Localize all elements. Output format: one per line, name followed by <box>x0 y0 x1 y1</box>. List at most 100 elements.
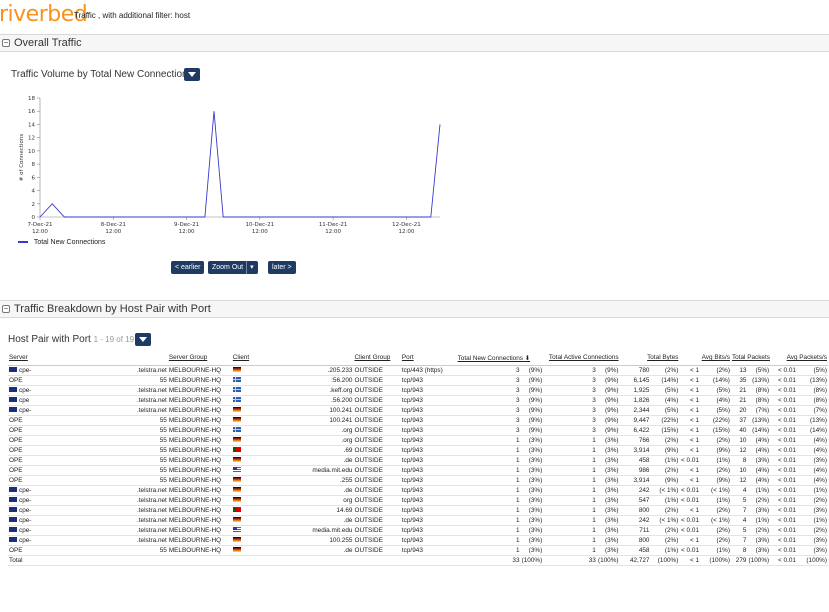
server-cell[interactable]: OPE 55 <box>8 375 168 386</box>
table-row[interactable]: cpe- .telstra.net MELBOURNE-HQ 100.255 OUTSI… <box>8 535 828 546</box>
table-row[interactable]: OPE 55 MELBOURNE-HQ .de OUTSIDE tcp/943 1 (3%) 1… <box>8 455 828 466</box>
cell-cli[interactable]: .255 <box>231 475 354 486</box>
table-row[interactable]: cpe- .telstra.net MELBOURNE-HQ .de OUTSIDE tc… <box>8 515 828 526</box>
cell-cgroup[interactable]: OUTSIDE <box>353 535 401 546</box>
table-row[interactable]: OPE 55 MELBOURNE-HQ .de OUTSIDE tcp/943 1 (3%) 1… <box>8 545 828 556</box>
cell-cgroup[interactable]: OUTSIDE <box>353 365 401 376</box>
earlier-button[interactable]: < earlier <box>171 261 205 274</box>
table-row[interactable]: cpe- .telstra.net MELBOURNE-HQ 100.241 OUTSI… <box>8 405 828 416</box>
table-row[interactable]: OPE 55 MELBOURNE-HQ .org OUTSIDE tcp/943 3 (9%)… <box>8 425 828 436</box>
server-cell[interactable]: cpe- .telstra.net <box>8 365 168 376</box>
table-row[interactable]: OPE 55 MELBOURNE-HQ 100.241 OUTSIDE tcp/943 3(… <box>8 415 828 426</box>
cell-port[interactable]: tcp/943 <box>400 415 457 426</box>
cell-cgroup[interactable]: OUTSIDE <box>353 445 401 456</box>
col-server[interactable]: Server <box>8 351 168 366</box>
cell-cgroup[interactable]: OUTSIDE <box>353 515 401 526</box>
cell-port[interactable]: tcp/943 <box>400 515 457 526</box>
cell-sgroup[interactable]: MELBOURNE-HQ <box>167 535 232 546</box>
table-row[interactable]: OPE 55 MELBOURNE-HQ .org OUTSIDE tcp/943 1 (3%)… <box>8 435 828 446</box>
riverbed-logo[interactable]: riverbed <box>0 2 88 27</box>
cell-cgroup[interactable]: OUTSIDE <box>353 475 401 486</box>
overall-traffic-section-header[interactable]: − Overall Traffic <box>0 34 829 52</box>
cell-cgroup[interactable]: OUTSIDE <box>353 425 401 436</box>
server-cell[interactable]: cpe .telstra.net <box>8 395 168 406</box>
cell-cgroup[interactable]: OUTSIDE <box>353 395 401 406</box>
table-row[interactable]: OPE 55 MELBOURNE-HQ .69 OUTSIDE tcp/943 1 (3%) 1… <box>8 445 828 456</box>
cell-port[interactable]: tcp/943 <box>400 545 457 556</box>
cell-cli[interactable]: .org <box>231 435 354 446</box>
server-cell[interactable]: cpe- .telstra.net <box>8 525 168 536</box>
col-client-group[interactable]: Client Group <box>353 351 401 366</box>
server-cell[interactable]: cpe- .telstra.net <box>8 495 168 506</box>
cell-port[interactable]: tcp/943 <box>400 425 457 436</box>
cell-cli[interactable]: org <box>231 495 354 506</box>
server-cell[interactable]: OPE 55 <box>8 475 168 486</box>
server-cell[interactable]: OPE 55 <box>8 445 168 456</box>
cell-sgroup[interactable]: MELBOURNE-HQ <box>167 505 232 516</box>
cell-cli[interactable]: 100.241 <box>231 415 354 426</box>
zoom-out-button[interactable]: Zoom Out ▾ <box>208 261 258 274</box>
col-port[interactable]: Port <box>400 351 457 366</box>
cell-cli[interactable]: .de <box>231 545 354 556</box>
cell-cgroup[interactable]: OUTSIDE <box>353 525 401 536</box>
cell-cgroup[interactable]: OUTSIDE <box>353 465 401 476</box>
cell-port[interactable]: tcp/943 <box>400 535 457 546</box>
cell-port[interactable]: tcp/943 <box>400 405 457 416</box>
collapse-icon[interactable]: − <box>2 38 10 47</box>
server-cell[interactable]: OPE 55 <box>8 435 168 446</box>
chevron-down-icon[interactable]: ▾ <box>246 261 254 274</box>
table-row[interactable]: cpe- .telstra.net MELBOURNE-HQ media.mit.ed… <box>8 525 828 536</box>
table-row[interactable]: cpe- .telstra.net MELBOURNE-HQ .de OUTSIDE tc… <box>8 485 828 496</box>
cell-cli[interactable]: .205.233 <box>231 365 354 376</box>
cell-sgroup[interactable]: MELBOURNE-HQ <box>167 465 232 476</box>
cell-port[interactable]: tcp/943 <box>400 385 457 396</box>
table-row[interactable]: OPE 55 MELBOURNE-HQ .255 OUTSIDE tcp/943 1 (3%)… <box>8 475 828 486</box>
col-total-bytes[interactable]: Total Bytes <box>619 351 680 366</box>
server-cell[interactable]: cpe- .telstra.net <box>8 535 168 546</box>
cell-cgroup[interactable]: OUTSIDE <box>353 505 401 516</box>
cell-cgroup[interactable]: OUTSIDE <box>353 485 401 496</box>
cell-sgroup[interactable]: MELBOURNE-HQ <box>167 415 232 426</box>
cell-port[interactable]: tcp/943 <box>400 485 457 496</box>
cell-port[interactable]: tcp/943 <box>400 475 457 486</box>
col-server-group[interactable]: Server Group <box>167 351 232 366</box>
cell-port[interactable]: tcp/943 <box>400 435 457 446</box>
cell-cli[interactable]: media.mit.edu <box>231 465 354 476</box>
cell-sgroup[interactable]: MELBOURNE-HQ <box>167 425 232 436</box>
server-cell[interactable]: OPE 55 <box>8 465 168 476</box>
cell-sgroup[interactable]: MELBOURNE-HQ <box>167 525 232 536</box>
server-cell[interactable]: OPE 55 <box>8 425 168 436</box>
table-row[interactable]: cpe- .telstra.net MELBOURNE-HQ org OUTSIDE tc… <box>8 495 828 506</box>
breakdown-section-header[interactable]: − Traffic Breakdown by Host Pair with Po… <box>0 300 829 318</box>
cell-cgroup[interactable]: OUTSIDE <box>353 375 401 386</box>
cell-port[interactable]: tcp/943 <box>400 495 457 506</box>
table-row[interactable]: cpe- .telstra.net MELBOURNE-HQ .205.233 OUTS… <box>8 365 828 376</box>
col-avg-bits[interactable]: Avg Bits/s <box>679 351 731 366</box>
cell-cgroup[interactable]: OUTSIDE <box>353 545 401 556</box>
server-cell[interactable]: cpe- .telstra.net <box>8 515 168 526</box>
table-row[interactable]: cpe- .telstra.net MELBOURNE-HQ 14.69 OUTSIDE… <box>8 505 828 516</box>
cell-cli[interactable]: .de <box>231 455 354 466</box>
cell-cgroup[interactable]: OUTSIDE <box>353 455 401 466</box>
cell-cli[interactable]: 14.69 <box>231 505 354 516</box>
cell-cgroup[interactable]: OUTSIDE <box>353 385 401 396</box>
cell-sgroup[interactable]: MELBOURNE-HQ <box>167 405 232 416</box>
cell-port[interactable]: tcp/943 <box>400 455 457 466</box>
col-total-active-connections[interactable]: Total Active Connections <box>543 351 620 366</box>
cell-cli[interactable]: .de <box>231 485 354 496</box>
cell-cli[interactable]: .56.200 <box>231 395 354 406</box>
col-total-new-connections[interactable]: Total New Connections ⬇ <box>456 351 544 366</box>
col-avg-packets[interactable]: Avg Packets/s <box>770 351 828 366</box>
server-cell[interactable]: cpe- .telstra.net <box>8 385 168 396</box>
cell-cli[interactable]: .de <box>231 515 354 526</box>
cell-port[interactable]: tcp/943 <box>400 375 457 386</box>
col-total-packets[interactable]: Total Packets <box>730 351 771 366</box>
server-cell[interactable]: cpe- .telstra.net <box>8 405 168 416</box>
server-cell[interactable]: OPE 55 <box>8 415 168 426</box>
cell-sgroup[interactable]: MELBOURNE-HQ <box>167 375 232 386</box>
cell-sgroup[interactable]: MELBOURNE-HQ <box>167 445 232 456</box>
server-cell[interactable]: cpe- .telstra.net <box>8 485 168 496</box>
cell-port[interactable]: tcp/943 <box>400 465 457 476</box>
cell-cli[interactable]: .org <box>231 425 354 436</box>
cell-sgroup[interactable]: MELBOURNE-HQ <box>167 435 232 446</box>
